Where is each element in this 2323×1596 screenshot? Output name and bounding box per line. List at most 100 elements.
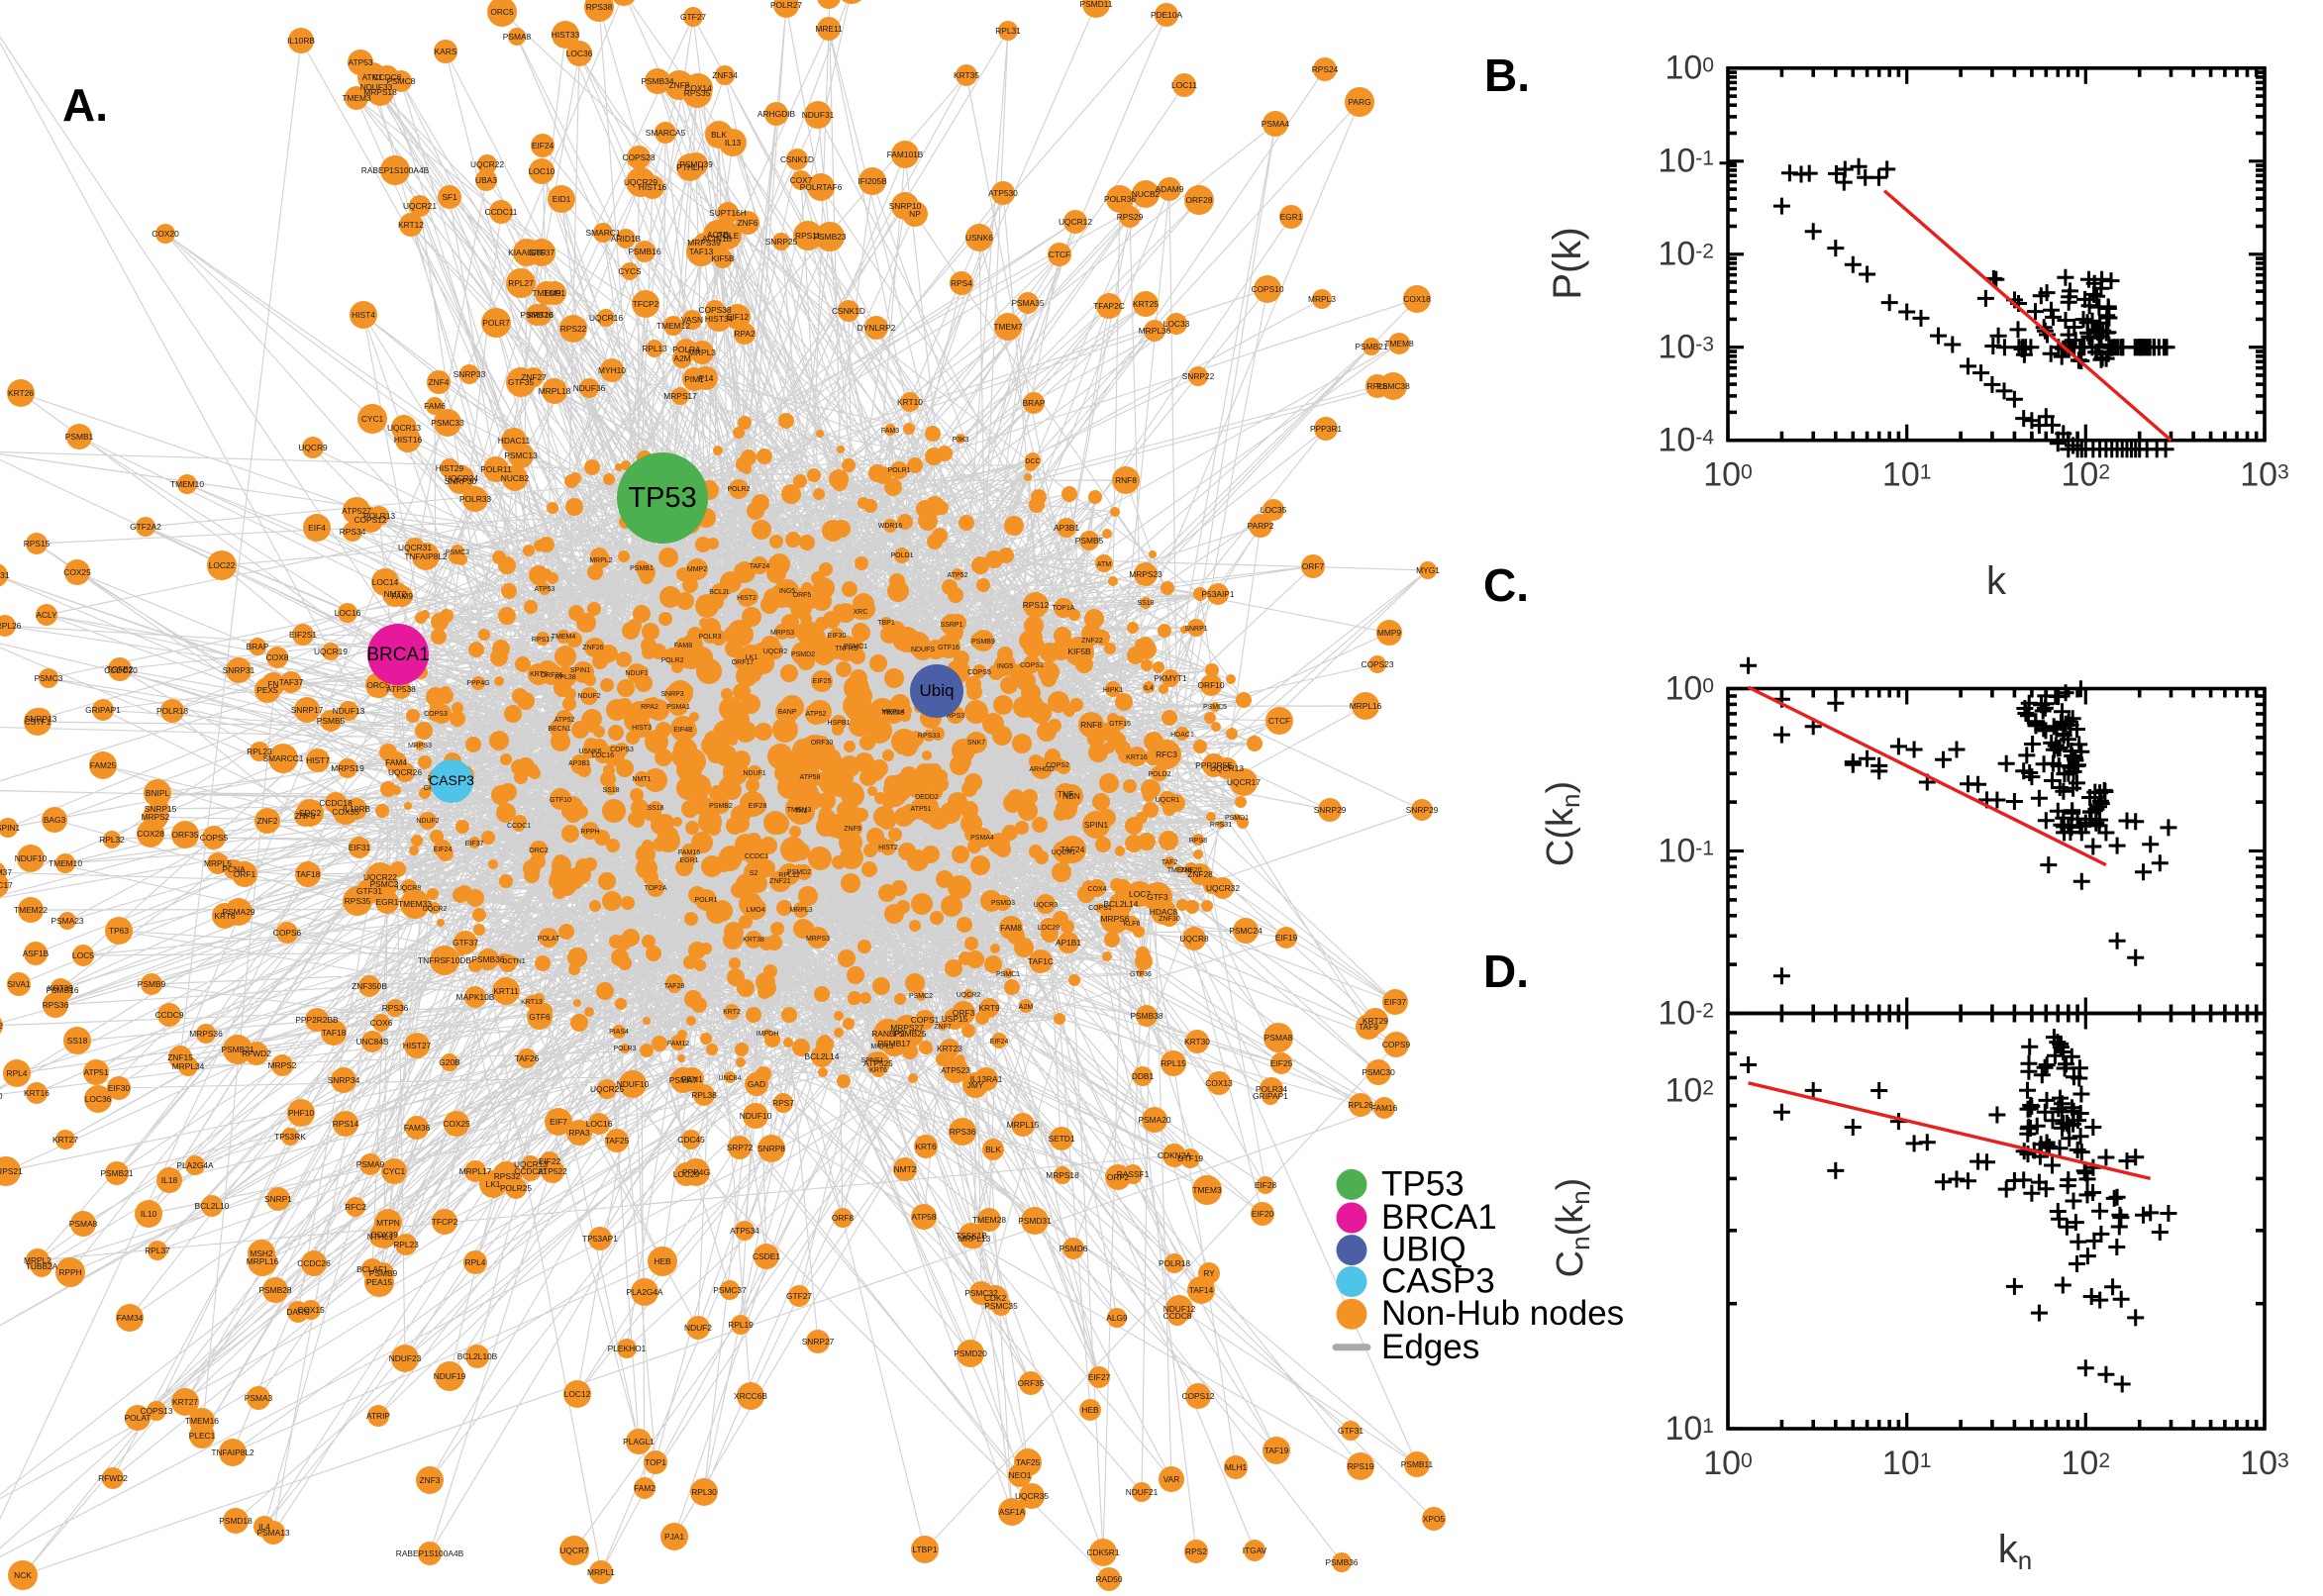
svg-text:RASSF1: RASSF1	[1117, 1169, 1150, 1179]
svg-text:RPS4: RPS4	[951, 278, 972, 288]
svg-text:MRPS36: MRPS36	[189, 1029, 223, 1039]
svg-text:KRT9: KRT9	[530, 671, 548, 678]
svg-text:BCL2L14: BCL2L14	[805, 1051, 840, 1061]
svg-text:P3K3: P3K3	[952, 437, 968, 444]
svg-text:PSMD1: PSMD1	[1225, 815, 1249, 822]
svg-text:UQCR17: UQCR17	[1227, 777, 1261, 787]
svg-text:COPS6: COPS6	[273, 928, 302, 938]
svg-text:PSMD2: PSMD2	[787, 869, 811, 876]
svg-text:BLK: BLK	[985, 1145, 1001, 1154]
svg-text:TAF13: TAF13	[689, 247, 714, 256]
svg-text:TAF2: TAF2	[1162, 859, 1178, 866]
svg-text:PSMB2: PSMB2	[709, 803, 733, 810]
svg-text:RPS12: RPS12	[1023, 600, 1050, 610]
svg-text:TP53AP1: TP53AP1	[582, 1234, 618, 1244]
svg-text:PSMA29: PSMA29	[222, 907, 254, 917]
svg-text:COX13: COX13	[1205, 1078, 1233, 1088]
svg-text:COPS3: COPS3	[424, 711, 448, 718]
svg-text:NDUF1: NDUF1	[625, 670, 648, 677]
svg-text:TOP1: TOP1	[645, 1457, 666, 1467]
svg-text:RPPH: RPPH	[58, 1267, 81, 1277]
svg-text:UQCR8: UQCR8	[397, 885, 422, 892]
svg-text:SNRP3: SNRP3	[660, 691, 683, 698]
svg-text:RPL38: RPL38	[555, 674, 576, 681]
svg-text:BAG3: BAG3	[44, 815, 66, 825]
svg-text:EIF22: EIF22	[539, 1156, 561, 1166]
svg-text:POLD1: POLD1	[891, 552, 914, 559]
svg-text:COPS9: COPS9	[1382, 1040, 1411, 1049]
svg-text:NDUF36: NDUF36	[573, 383, 606, 393]
svg-text:COX20: COX20	[152, 229, 179, 239]
svg-text:MRPL18: MRPL18	[539, 386, 571, 396]
svg-text:RPL13: RPL13	[642, 344, 667, 353]
svg-text:COX15: COX15	[297, 1305, 325, 1315]
svg-text:FAM8: FAM8	[1000, 923, 1022, 933]
svg-text:PPP2R5E: PPP2R5E	[1195, 760, 1233, 770]
svg-text:POLAT: POLAT	[538, 936, 560, 943]
svg-text:SNRP33: SNRP33	[454, 369, 486, 379]
svg-text:TGFB2: TGFB2	[107, 664, 134, 674]
svg-text:SNRP22: SNRP22	[1182, 371, 1215, 381]
svg-text:IL10RB: IL10RB	[287, 36, 315, 46]
svg-text:TAF19: TAF19	[1264, 1446, 1289, 1455]
svg-text:TP53RK: TP53RK	[274, 1132, 306, 1142]
svg-text:MYG1: MYG1	[1416, 565, 1440, 575]
svg-text:MAPK10B: MAPK10B	[456, 992, 495, 1002]
svg-text:HIPK1: HIPK1	[1103, 687, 1123, 694]
svg-text:SPNS1: SPNS1	[861, 1057, 884, 1064]
svg-text:CTCF: CTCF	[1268, 716, 1290, 726]
svg-text:PSMB20: PSMB20	[520, 310, 553, 320]
svg-text:MMP9: MMP9	[1377, 628, 1402, 638]
svg-text:UQCR13: UQCR13	[387, 423, 421, 433]
svg-text:UQCR21: UQCR21	[403, 201, 437, 211]
svg-text:MRPL5: MRPL5	[204, 858, 232, 868]
svg-text:NDUF19: NDUF19	[434, 1371, 466, 1381]
svg-text:RPS11: RPS11	[795, 231, 821, 241]
svg-text:KRT16: KRT16	[1126, 754, 1148, 761]
svg-text:RPL30: RPL30	[691, 1487, 717, 1497]
svg-text:COPS5: COPS5	[200, 833, 229, 843]
svg-text:GTF2A2: GTF2A2	[130, 522, 161, 532]
svg-text:ATP530: ATP530	[988, 188, 1018, 198]
svg-text:KRT29: KRT29	[1363, 1016, 1388, 1026]
svg-text:CASP3: CASP3	[429, 772, 474, 788]
svg-text:EIF4: EIF4	[308, 523, 326, 533]
svg-text:HIST3: HIST3	[632, 725, 652, 732]
svg-text:ZNF2: ZNF2	[257, 816, 278, 826]
svg-text:WDR16: WDR16	[878, 523, 903, 530]
svg-text:BANP: BANP	[777, 709, 796, 716]
svg-text:TAF26: TAF26	[515, 1053, 540, 1063]
svg-text:MRPS19: MRPS19	[331, 763, 364, 773]
svg-text:POLR18: POLR18	[156, 706, 188, 716]
svg-text:PSMD6: PSMD6	[1060, 1244, 1088, 1253]
svg-text:ORC5: ORC5	[490, 7, 514, 17]
svg-text:UBA3: UBA3	[475, 175, 497, 185]
svg-text:ALG9: ALG9	[1106, 1313, 1128, 1323]
svg-text:TAF14: TAF14	[1189, 1285, 1214, 1295]
svg-text:PSMD31: PSMD31	[1018, 1216, 1052, 1226]
svg-text:RPL32: RPL32	[99, 835, 125, 845]
svg-text:PSMC2: PSMC2	[909, 993, 933, 1000]
svg-text:A.: A.	[62, 79, 108, 131]
svg-text:PSMB5: PSMB5	[1075, 536, 1104, 546]
svg-text:EIF24: EIF24	[990, 1039, 1009, 1046]
svg-text:CYC1: CYC1	[361, 414, 384, 424]
svg-text:LOC35: LOC35	[1261, 505, 1287, 515]
svg-text:TMEM3: TMEM3	[342, 93, 371, 103]
svg-text:EIF37: EIF37	[465, 841, 484, 848]
svg-text:SNRP25: SNRP25	[765, 237, 798, 247]
svg-text:MRE11: MRE11	[815, 24, 843, 34]
svg-text:EIF25: EIF25	[1270, 1058, 1293, 1068]
svg-text:SNRP8: SNRP8	[758, 1144, 785, 1153]
svg-text:PSMB21: PSMB21	[221, 1045, 253, 1054]
svg-text:HEB: HEB	[654, 1256, 671, 1266]
svg-text:UNC84: UNC84	[719, 1075, 742, 1082]
svg-text:TMEM8: TMEM8	[1384, 339, 1414, 349]
svg-text:PSMD39: PSMD39	[679, 159, 713, 169]
svg-text:A2M: A2M	[1019, 1004, 1034, 1011]
svg-text:RNF8: RNF8	[1115, 475, 1137, 485]
svg-text:IFI205B: IFI205B	[858, 176, 887, 186]
svg-text:SS18: SS18	[647, 805, 663, 812]
svg-text:TNFRSF10DB: TNFRSF10DB	[418, 955, 471, 965]
svg-text:BCL2L10: BCL2L10	[195, 1201, 230, 1211]
